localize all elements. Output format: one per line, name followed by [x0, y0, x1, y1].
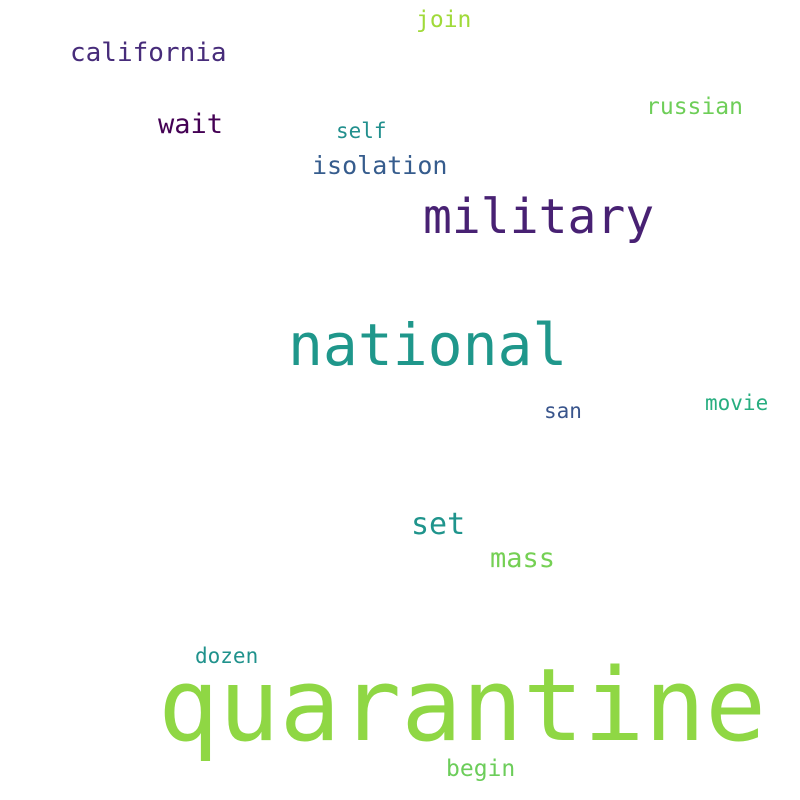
- word-russian: russian: [646, 94, 743, 120]
- word-mass: mass: [490, 543, 556, 574]
- word-begin: begin: [446, 756, 516, 782]
- word-join: join: [416, 7, 472, 33]
- word-san: san: [544, 399, 582, 423]
- word-movie: movie: [705, 391, 769, 415]
- word-quarantine: quarantine: [158, 646, 767, 764]
- word-wait: wait: [158, 109, 224, 140]
- word-self: self: [336, 119, 387, 143]
- word-dozen: dozen: [195, 644, 259, 668]
- word-isolation: isolation: [312, 151, 448, 180]
- word-national: national: [288, 311, 568, 379]
- word-california: california: [70, 38, 227, 68]
- word-set: set: [411, 507, 466, 542]
- word-military: military: [423, 189, 655, 245]
